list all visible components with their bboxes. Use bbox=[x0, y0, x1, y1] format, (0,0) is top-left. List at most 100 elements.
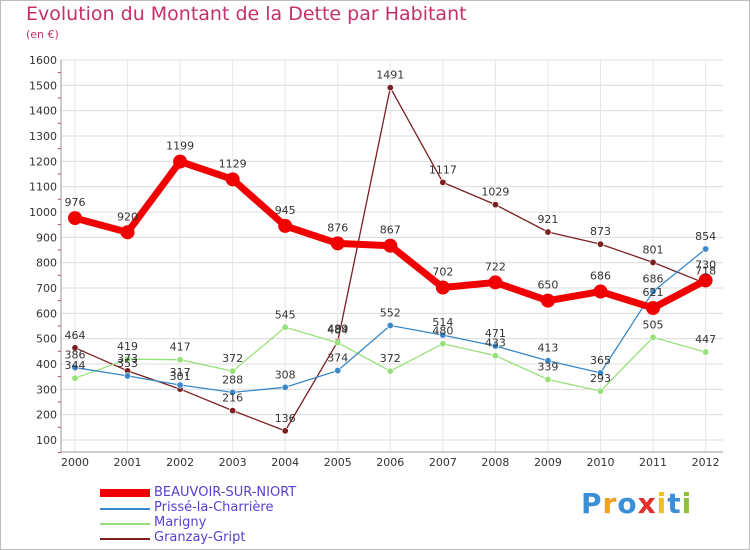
y-tick-label: 300 bbox=[36, 383, 57, 396]
y-tick-label: 800 bbox=[36, 257, 57, 270]
data-point-2 bbox=[334, 339, 342, 347]
data-label-1: 353 bbox=[117, 357, 138, 370]
x-tick-label: 2002 bbox=[166, 456, 194, 469]
data-point-1 bbox=[491, 342, 499, 350]
y-tick-label: 100 bbox=[36, 434, 57, 447]
data-label-1: 413 bbox=[537, 342, 558, 355]
data-label-2: 419 bbox=[117, 340, 138, 353]
y-tick-label: 200 bbox=[36, 409, 57, 422]
x-tick-label: 2006 bbox=[376, 456, 404, 469]
data-label-1: 386 bbox=[65, 349, 86, 362]
legend-swatch-1 bbox=[100, 508, 150, 510]
data-point-3 bbox=[439, 178, 447, 186]
x-tick-label: 2004 bbox=[271, 456, 299, 469]
data-label-0: 621 bbox=[643, 286, 664, 299]
x-tick-label: 2000 bbox=[61, 456, 89, 469]
data-labels: 464 373 301 216 136 489 1491 1117 1029 921 873 801 7… bbox=[65, 69, 717, 425]
logo-letter: i bbox=[656, 487, 668, 520]
data-point-0 bbox=[278, 218, 293, 233]
axes: 100 200 300 400 500 600 700 800 900 1000 1100 1200 1… bbox=[29, 54, 723, 469]
data-label-2: 372 bbox=[380, 352, 401, 365]
data-point-1 bbox=[596, 369, 604, 377]
logo-letter: r bbox=[602, 487, 618, 520]
data-point-3 bbox=[229, 407, 237, 415]
data-label-1: 365 bbox=[590, 354, 611, 367]
data-label-2: 293 bbox=[590, 372, 611, 385]
data-label-1: 686 bbox=[643, 273, 664, 286]
logo-letter: o bbox=[617, 487, 638, 520]
data-point-0 bbox=[540, 293, 555, 308]
data-label-0: 976 bbox=[65, 196, 86, 209]
data-label-3: 136 bbox=[275, 412, 296, 425]
data-label-1: 308 bbox=[275, 368, 296, 381]
legend-swatch-3 bbox=[100, 538, 150, 540]
data-point-3 bbox=[386, 84, 394, 92]
x-tick-label: 2005 bbox=[324, 456, 352, 469]
data-label-2: 417 bbox=[170, 341, 191, 354]
data-label-2: 344 bbox=[65, 359, 86, 372]
data-point-1 bbox=[229, 388, 237, 396]
data-label-0: 686 bbox=[590, 270, 611, 283]
data-point-2 bbox=[596, 387, 604, 395]
data-label-2: 339 bbox=[537, 360, 558, 373]
data-label-3: 489 bbox=[327, 322, 348, 335]
data-label-1: 317 bbox=[170, 366, 191, 379]
data-point-1 bbox=[544, 357, 552, 365]
data-label-2: 480 bbox=[432, 325, 453, 338]
data-label-0: 722 bbox=[485, 260, 506, 273]
data-label-0: 650 bbox=[537, 279, 558, 292]
data-label-3: 1491 bbox=[376, 69, 404, 82]
data-point-0 bbox=[593, 284, 608, 299]
y-tick-label: 1200 bbox=[29, 155, 57, 168]
data-point-3 bbox=[649, 258, 657, 266]
legend-label-0: BEAUVOIR-SUR-NIORT bbox=[154, 485, 297, 500]
data-label-1: 514 bbox=[432, 316, 453, 329]
chart-unit: (en €) bbox=[26, 28, 59, 41]
data-point-0 bbox=[646, 301, 661, 316]
proxiti-logo: Proxiti bbox=[581, 487, 692, 520]
chart-title: Evolution du Montant de la Dette par Hab… bbox=[26, 3, 467, 25]
y-tick-label: 1400 bbox=[29, 105, 57, 118]
x-tick-label: 2012 bbox=[692, 456, 720, 469]
data-point-0 bbox=[68, 211, 82, 226]
y-tick-label: 600 bbox=[36, 307, 57, 320]
data-point-3 bbox=[544, 228, 552, 236]
legend-label-2: Marigny bbox=[154, 515, 207, 530]
legend-swatch-0 bbox=[100, 489, 150, 497]
data-point-3 bbox=[596, 240, 604, 248]
data-point-1 bbox=[71, 364, 79, 372]
data-point-1 bbox=[281, 383, 289, 391]
data-label-3: 301 bbox=[170, 370, 191, 383]
data-point-2 bbox=[702, 348, 710, 356]
data-point-0 bbox=[698, 273, 713, 288]
data-label-0: 1129 bbox=[219, 157, 247, 170]
data-label-3: 464 bbox=[65, 329, 86, 342]
x-tick-label: 2009 bbox=[534, 456, 562, 469]
data-point-0 bbox=[435, 280, 450, 295]
data-label-0: 945 bbox=[275, 204, 296, 217]
data-label-0: 876 bbox=[327, 221, 348, 234]
data-point-1 bbox=[124, 372, 132, 380]
data-label-1: 471 bbox=[485, 327, 506, 340]
y-tick-label: 1300 bbox=[29, 130, 57, 143]
data-label-3: 1029 bbox=[481, 186, 509, 199]
data-point-2 bbox=[71, 374, 79, 382]
data-label-0: 1199 bbox=[166, 140, 194, 153]
data-label-1: 288 bbox=[222, 373, 243, 386]
y-tick-label: 400 bbox=[36, 358, 57, 371]
data-label-1: 854 bbox=[695, 230, 716, 243]
y-tick-label: 1600 bbox=[29, 54, 57, 67]
data-label-1: 552 bbox=[380, 306, 401, 319]
x-tick-label: 2007 bbox=[429, 456, 457, 469]
plot-area bbox=[61, 60, 723, 452]
data-label-0: 920 bbox=[117, 210, 138, 223]
data-point-0 bbox=[330, 236, 345, 251]
data-label-3: 373 bbox=[117, 352, 138, 365]
data-point-2 bbox=[439, 340, 447, 348]
data-label-0: 867 bbox=[380, 224, 401, 237]
data-point-2 bbox=[491, 352, 499, 360]
data-point-1 bbox=[649, 288, 657, 296]
data-point-2 bbox=[649, 333, 657, 341]
x-tick-label: 2008 bbox=[481, 456, 509, 469]
